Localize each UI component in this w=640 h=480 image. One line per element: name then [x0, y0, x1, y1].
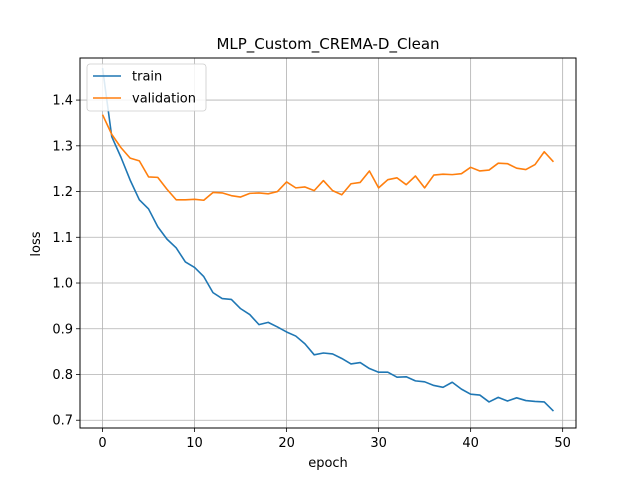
- series-lines: [101, 67, 555, 412]
- y-tick-label: 1.4: [52, 94, 73, 109]
- x-axis-label: epoch: [308, 456, 348, 471]
- x-tick-label: 0: [98, 436, 106, 451]
- y-tick-label: 0.9: [52, 322, 73, 337]
- x-tick-label: 40: [462, 436, 479, 451]
- legend-label-train: train: [132, 70, 162, 85]
- y-tick-label: 1.1: [52, 231, 73, 246]
- plot-frame: [79, 57, 577, 429]
- y-tick-label: 0.8: [52, 368, 73, 383]
- series-line-train: [101, 67, 555, 412]
- y-tick-label: 1.0: [52, 277, 73, 292]
- x-tick-label: 10: [186, 436, 203, 451]
- chart-title: MLP_Custom_CREMA-D_Clean: [216, 35, 439, 54]
- x-tick-label: 20: [278, 436, 295, 451]
- grid: [80, 58, 576, 428]
- x-tick-label: 30: [370, 436, 387, 451]
- y-tick-label: 0.7: [52, 414, 73, 429]
- y-tick-label: 1.3: [52, 139, 73, 154]
- y-axis-label: loss: [29, 231, 44, 256]
- series-line-validation: [101, 114, 555, 202]
- y-tick-label: 1.2: [52, 185, 73, 200]
- legend-label-validation: validation: [132, 92, 196, 107]
- legend: train validation: [86, 63, 207, 112]
- ticks: 0 10 20 30 40 50 0.7 0.8 0.9 1.0 1.1 1.2 1.3 1.4: [52, 94, 571, 451]
- x-tick-label: 50: [554, 436, 571, 451]
